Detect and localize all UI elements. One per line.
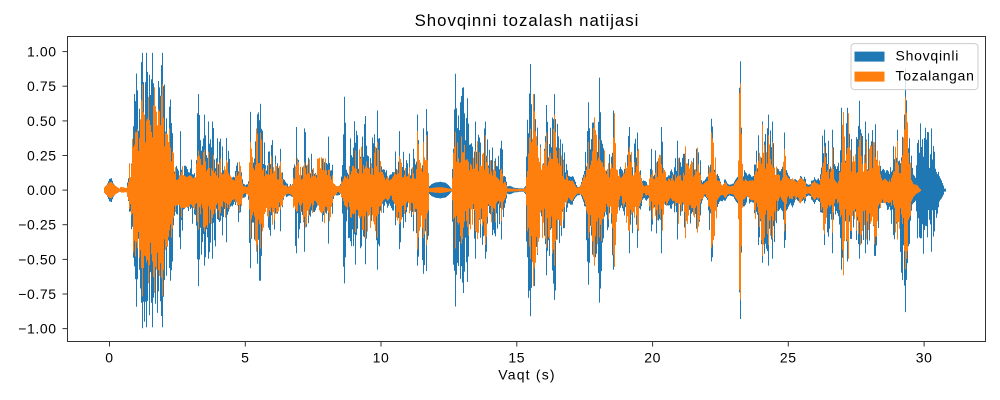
svg-text:0: 0: [105, 349, 113, 365]
svg-text:30: 30: [916, 349, 933, 365]
svg-text:0.50: 0.50: [27, 113, 57, 129]
svg-text:15: 15: [508, 349, 525, 365]
svg-text:5: 5: [241, 349, 249, 365]
svg-text:Shovqinni tozalash natijasi: Shovqinni tozalash natijasi: [415, 11, 640, 30]
svg-text:−0.50: −0.50: [18, 251, 56, 267]
svg-text:−1.00: −1.00: [18, 321, 56, 337]
svg-text:20: 20: [644, 349, 661, 365]
svg-text:Shovqinli: Shovqinli: [896, 48, 960, 64]
svg-text:25: 25: [780, 349, 797, 365]
svg-text:0.25: 0.25: [27, 148, 57, 164]
svg-text:−0.75: −0.75: [18, 286, 56, 302]
svg-text:Tozalangan: Tozalangan: [896, 68, 975, 84]
svg-text:−0.25: −0.25: [18, 217, 56, 233]
svg-text:0.00: 0.00: [27, 182, 57, 198]
svg-text:Vaqt (s): Vaqt (s): [498, 367, 556, 383]
svg-text:1.00: 1.00: [27, 44, 57, 60]
svg-text:0.75: 0.75: [27, 78, 57, 94]
svg-text:10: 10: [373, 349, 390, 365]
